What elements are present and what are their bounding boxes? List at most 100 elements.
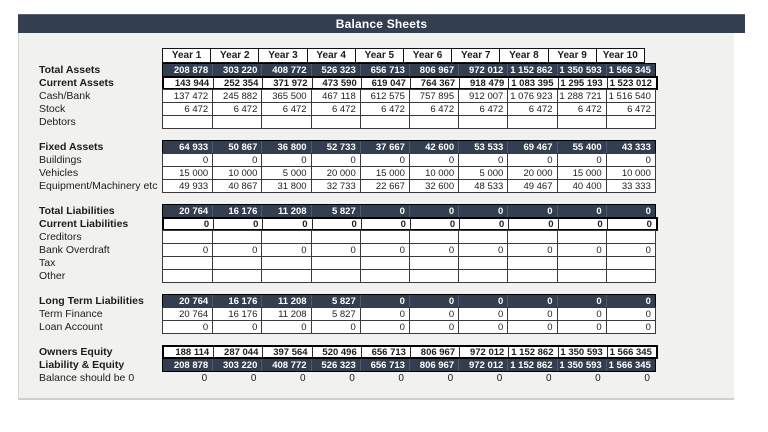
value-cell[interactable]: 0 bbox=[605, 308, 655, 320]
value-cell[interactable]: 0 bbox=[203, 218, 210, 230]
value-cell[interactable]: 0 bbox=[213, 219, 262, 230]
value-cell[interactable]: 0 bbox=[408, 321, 458, 333]
value-cell[interactable]: 16 176 bbox=[212, 205, 261, 217]
value-cell[interactable]: 5 827 bbox=[310, 308, 360, 320]
value-cell[interactable]: 0 bbox=[310, 154, 360, 166]
value-cell[interactable]: 0 bbox=[605, 295, 655, 307]
value-cell[interactable]: 50 867 bbox=[212, 141, 261, 153]
value-cell[interactable]: 0 bbox=[507, 308, 556, 320]
value-cell[interactable]: 0 bbox=[359, 295, 409, 307]
row-label[interactable]: Stock bbox=[39, 103, 66, 115]
value-cell[interactable]: 303 220 bbox=[212, 359, 261, 371]
value-cell[interactable]: 0 bbox=[459, 219, 508, 230]
value-cell[interactable]: 0 bbox=[507, 154, 556, 166]
value-cell[interactable] bbox=[605, 257, 655, 269]
value-cell[interactable]: 31 800 bbox=[261, 180, 310, 192]
value-cell[interactable]: 10 000 bbox=[605, 167, 655, 179]
value-cell[interactable]: 0 bbox=[262, 219, 311, 230]
value-cell[interactable]: 0 bbox=[212, 321, 261, 333]
value-cell[interactable]: 49 467 bbox=[507, 180, 556, 192]
value-cell[interactable]: 143 944 bbox=[174, 77, 210, 89]
value-cell[interactable]: 20 764 bbox=[179, 295, 209, 307]
value-cell[interactable]: 0 bbox=[447, 372, 454, 384]
value-cell[interactable]: 1 288 721 bbox=[556, 90, 606, 102]
value-cell[interactable]: 0 bbox=[556, 154, 606, 166]
value-cell[interactable]: 0 bbox=[507, 321, 556, 333]
value-cell[interactable]: 656 713 bbox=[360, 347, 410, 358]
value-cell[interactable]: 10 000 bbox=[212, 167, 261, 179]
value-cell[interactable]: 5 000 bbox=[458, 167, 507, 179]
value-cell[interactable]: 1 350 593 bbox=[556, 359, 606, 371]
value-cell[interactable] bbox=[359, 257, 409, 269]
value-cell[interactable]: 20 764 bbox=[179, 205, 209, 217]
value-cell[interactable]: 0 bbox=[201, 372, 208, 384]
value-cell[interactable]: 1 152 862 bbox=[508, 347, 557, 358]
value-cell[interactable]: 473 590 bbox=[311, 78, 361, 89]
value-cell[interactable]: 1 566 345 bbox=[605, 359, 655, 371]
value-cell[interactable]: 0 bbox=[408, 244, 458, 256]
value-cell[interactable]: 656 713 bbox=[359, 64, 409, 76]
value-cell[interactable]: 11 208 bbox=[261, 295, 310, 307]
value-cell[interactable]: 0 bbox=[409, 219, 459, 230]
column-header-year-2[interactable]: Year 2 bbox=[210, 48, 260, 63]
value-cell[interactable]: 32 733 bbox=[310, 180, 360, 192]
value-cell[interactable]: 252 354 bbox=[213, 78, 262, 89]
row-label[interactable]: Current Assets bbox=[39, 77, 114, 89]
value-cell[interactable] bbox=[556, 116, 606, 128]
row-label[interactable]: Balance should be 0 bbox=[39, 372, 135, 384]
value-cell[interactable]: 48 533 bbox=[458, 180, 507, 192]
value-cell[interactable]: 0 bbox=[606, 219, 656, 230]
value-cell[interactable] bbox=[212, 257, 261, 269]
value-cell[interactable]: 208 878 bbox=[173, 359, 209, 371]
value-cell[interactable]: 0 bbox=[202, 244, 209, 256]
value-cell[interactable]: 20 000 bbox=[310, 167, 360, 179]
value-cell[interactable]: 36 800 bbox=[261, 141, 310, 153]
value-cell[interactable]: 0 bbox=[644, 372, 650, 384]
value-cell[interactable] bbox=[212, 231, 261, 243]
value-cell[interactable]: 0 bbox=[212, 154, 261, 166]
value-cell[interactable]: 0 bbox=[408, 205, 458, 217]
value-cell[interactable]: 55 400 bbox=[556, 141, 606, 153]
value-cell[interactable]: 0 bbox=[250, 372, 257, 384]
column-header-year-9[interactable]: Year 9 bbox=[547, 48, 597, 63]
value-cell[interactable] bbox=[507, 257, 556, 269]
value-cell[interactable]: 64 933 bbox=[179, 141, 209, 153]
column-header-year-5[interactable]: Year 5 bbox=[354, 48, 404, 63]
value-cell[interactable]: 371 972 bbox=[262, 78, 311, 89]
value-cell[interactable]: 0 bbox=[359, 205, 409, 217]
value-cell[interactable]: 15 000 bbox=[556, 167, 606, 179]
value-cell[interactable]: 0 bbox=[556, 205, 606, 217]
value-cell[interactable]: 5 000 bbox=[261, 167, 310, 179]
value-cell[interactable]: 806 967 bbox=[408, 64, 458, 76]
value-cell[interactable]: 0 bbox=[507, 244, 556, 256]
value-cell[interactable]: 0 bbox=[595, 372, 601, 384]
column-header-year-6[interactable]: Year 6 bbox=[402, 48, 453, 63]
value-cell[interactable]: 0 bbox=[360, 219, 410, 230]
value-cell[interactable]: 0 bbox=[202, 321, 209, 333]
value-cell[interactable]: 0 bbox=[556, 308, 606, 320]
value-cell[interactable]: 972 012 bbox=[459, 347, 508, 358]
value-cell[interactable]: 6 472 bbox=[605, 103, 655, 115]
value-cell[interactable]: 6 472 bbox=[310, 103, 360, 115]
value-cell[interactable]: 0 bbox=[310, 244, 360, 256]
value-cell[interactable]: 806 967 bbox=[408, 359, 458, 371]
value-cell[interactable] bbox=[310, 257, 360, 269]
value-cell[interactable]: 0 bbox=[359, 244, 409, 256]
value-cell[interactable]: 22 667 bbox=[359, 180, 409, 192]
value-cell[interactable]: 1 152 862 bbox=[507, 359, 556, 371]
value-cell[interactable] bbox=[261, 270, 310, 282]
value-cell[interactable] bbox=[605, 116, 655, 128]
value-cell[interactable]: 365 500 bbox=[261, 90, 310, 102]
value-cell[interactable]: 6 472 bbox=[556, 103, 606, 115]
value-cell[interactable]: 918 479 bbox=[459, 78, 508, 89]
value-cell[interactable]: 0 bbox=[359, 321, 409, 333]
value-cell[interactable]: 0 bbox=[605, 321, 655, 333]
value-cell[interactable]: 0 bbox=[458, 321, 507, 333]
value-cell[interactable] bbox=[605, 231, 655, 243]
value-cell[interactable]: 1 566 345 bbox=[606, 347, 656, 358]
row-label[interactable]: Cash/Bank bbox=[39, 90, 91, 102]
value-cell[interactable]: 397 564 bbox=[262, 347, 311, 358]
value-cell[interactable] bbox=[310, 116, 360, 128]
value-cell[interactable]: 0 bbox=[261, 244, 310, 256]
value-cell[interactable] bbox=[359, 231, 409, 243]
